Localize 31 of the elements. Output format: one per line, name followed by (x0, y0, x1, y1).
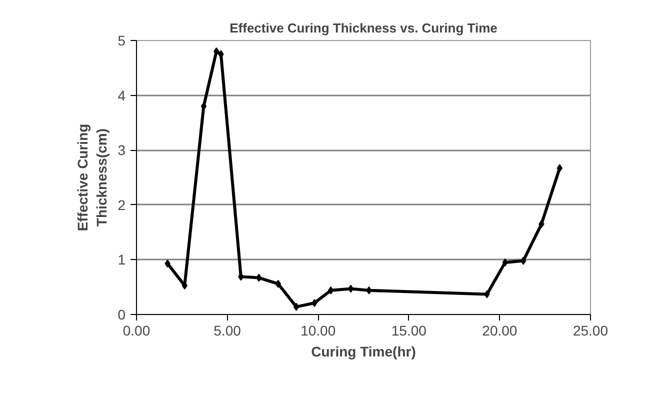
x-tick-label: 25.00 (572, 322, 608, 338)
point (275, 280, 281, 288)
x-tick-label: 20.00 (482, 322, 518, 338)
point (556, 164, 562, 172)
y-tick-label: 0 (118, 306, 126, 322)
point (348, 284, 354, 293)
point (328, 286, 334, 294)
point (366, 286, 372, 294)
x-axis-title: Curing Time(hr) (311, 344, 416, 360)
x-tick-label: 5.00 (214, 322, 242, 338)
point (293, 302, 300, 311)
x-tick-label: 10.00 (300, 322, 336, 338)
point (520, 256, 526, 265)
point (214, 47, 220, 56)
y-tick-label: 3 (118, 142, 126, 158)
point (164, 260, 170, 268)
y-tick-label: 1 (118, 252, 126, 268)
chart-title: Effective Curing Thickness vs. Curing Time (230, 20, 498, 36)
y-tick-label: 2 (118, 196, 126, 213)
point (502, 258, 508, 266)
x-tick-label: 15.00 (391, 322, 427, 338)
point (218, 50, 224, 58)
y-tick-label: 5 (118, 32, 126, 48)
point (538, 220, 544, 228)
point (256, 274, 262, 282)
point (312, 298, 318, 307)
y-tick-label: 4 (118, 87, 126, 104)
point (200, 102, 207, 110)
point (484, 290, 490, 298)
y-axis-title: Effective Curing Thickness(cm) (74, 124, 110, 232)
x-tick-label: 0.00 (122, 322, 150, 338)
